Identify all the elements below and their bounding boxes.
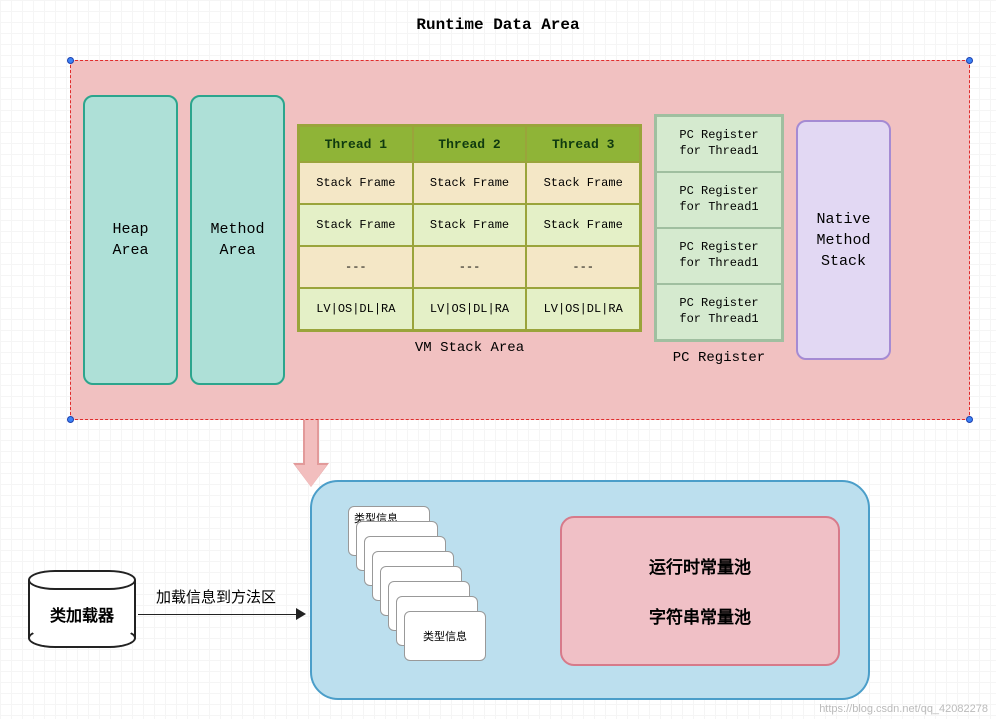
heap-area-block: Heap Area [83, 95, 178, 385]
vm-th: Thread 3 [526, 126, 640, 162]
vm-th: Thread 1 [299, 126, 413, 162]
vm-cell: --- [299, 246, 413, 288]
vm-caption: VM Stack Area [415, 340, 524, 356]
constant-pool-box: 运行时常量池 字符串常量池 [560, 516, 840, 666]
arrow-right-icon [138, 594, 310, 624]
vm-cell: Stack Frame [413, 162, 527, 204]
vm-cell: --- [526, 246, 640, 288]
vm-row: Stack Frame Stack Frame Stack Frame [299, 162, 640, 204]
vm-cell: Stack Frame [526, 162, 640, 204]
vm-row: --- --- --- [299, 246, 640, 288]
vm-row: Stack Frame Stack Frame Stack Frame [299, 204, 640, 246]
native-method-stack-block: Native Method Stack [796, 120, 891, 360]
vm-header-row: Thread 1 Thread 2 Thread 3 [299, 126, 640, 162]
string-const-pool-label: 字符串常量池 [649, 603, 751, 629]
handle-icon [67, 416, 74, 423]
vm-cell: --- [413, 246, 527, 288]
pc-stack: PC Register for Thread1 PC Register for … [654, 114, 784, 342]
pc-register-area: PC Register for Thread1 PC Register for … [654, 114, 784, 366]
handle-icon [966, 57, 973, 64]
method-area-block: Method Area [190, 95, 285, 385]
method-area-detail: 类型信息 类型信息 运行时常量池 字符串常量池 [310, 480, 870, 700]
vm-cell: LV|OS|DL|RA [526, 288, 640, 330]
vm-cell: LV|OS|DL|RA [299, 288, 413, 330]
classloader-cylinder-icon: 类加载器 [28, 570, 136, 648]
vm-row: LV|OS|DL|RA LV|OS|DL|RA LV|OS|DL|RA [299, 288, 640, 330]
runtime-data-area: Heap Area Method Area Thread 1 Thread 2 … [70, 60, 970, 420]
pc-cell: PC Register for Thread1 [656, 116, 782, 172]
pc-cell: PC Register for Thread1 [656, 172, 782, 228]
vm-stack-area: Thread 1 Thread 2 Thread 3 Stack Frame S… [297, 124, 642, 356]
vm-cell: Stack Frame [299, 162, 413, 204]
diagram-title: Runtime Data Area [0, 16, 996, 34]
vm-cell: Stack Frame [526, 204, 640, 246]
vm-th: Thread 2 [413, 126, 527, 162]
pc-cell: PC Register for Thread1 [656, 228, 782, 284]
vm-stack-table: Thread 1 Thread 2 Thread 3 Stack Frame S… [297, 124, 642, 332]
card: 类型信息 [404, 611, 486, 661]
runtime-const-pool-label: 运行时常量池 [649, 553, 751, 579]
vm-cell: Stack Frame [413, 204, 527, 246]
vm-cell: Stack Frame [299, 204, 413, 246]
watermark: https://blog.csdn.net/qq_42082278 [819, 703, 988, 715]
vm-cell: LV|OS|DL|RA [413, 288, 527, 330]
classloader-label: 类加载器 [28, 602, 136, 626]
arrow-down-icon [303, 420, 327, 487]
handle-icon [966, 416, 973, 423]
type-info-cards: 类型信息 类型信息 [348, 506, 478, 666]
pc-cell: PC Register for Thread1 [656, 284, 782, 340]
pc-caption: PC Register [673, 350, 765, 366]
handle-icon [67, 57, 74, 64]
